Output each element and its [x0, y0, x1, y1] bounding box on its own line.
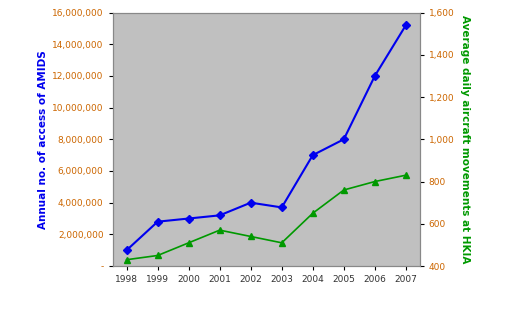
Y-axis label: Annual no. of access of AMIDS: Annual no. of access of AMIDS [38, 50, 48, 229]
Y-axis label: Average daily aircraft movements at HKIA: Average daily aircraft movements at HKIA [460, 15, 470, 264]
